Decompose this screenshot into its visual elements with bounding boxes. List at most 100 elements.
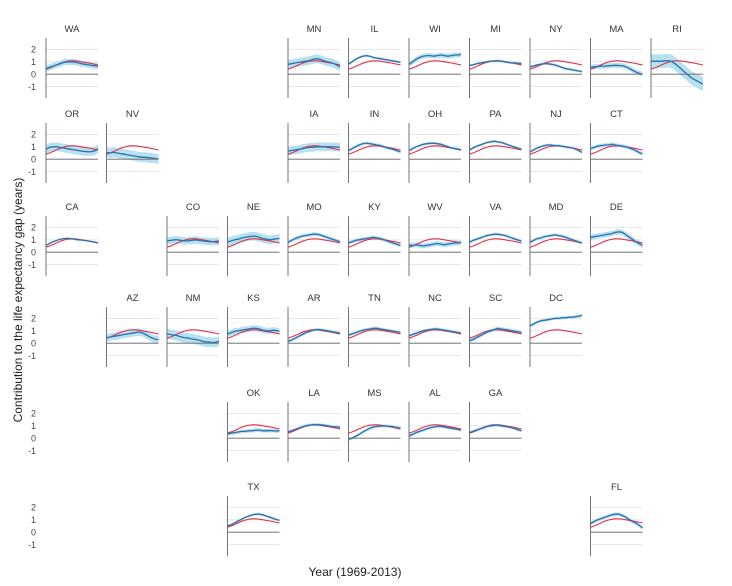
panel-title: IL [371,24,379,35]
reference-line [529,329,583,339]
panel-title: CO [186,202,200,213]
panel-title: MO [306,202,321,213]
panel-md: MD [529,202,583,276]
confidence-band [530,313,582,328]
confidence-band [651,53,703,91]
panel-nm: NM [166,293,220,367]
y-tick-label: 0 [31,247,36,257]
state-line [408,328,462,337]
y-tick-label: -1 [28,446,36,456]
state-line [408,425,462,437]
state-line [106,151,159,160]
state-line [287,423,341,433]
reference-line [45,145,99,155]
state-line [227,513,280,527]
panel-title: IN [370,109,380,120]
confidence-band [590,142,643,156]
y-tick-label: 1 [31,421,36,431]
panel-title: WV [427,202,443,213]
panel-title: MA [609,24,624,35]
state-line [469,60,522,67]
reference-line [227,518,280,528]
panel-tx: TX [227,482,280,556]
panel-tn: TN [348,293,401,367]
state-line [166,239,220,243]
panel-title: MS [367,388,381,399]
reference-line [106,329,159,339]
reference-line [348,145,401,155]
reference-line [408,424,462,434]
reference-line [166,329,220,339]
y-tick-label: 0 [31,338,36,348]
x-axis-label: Year (1969-2013) [309,565,402,579]
panel-ny: NY [529,24,583,98]
state-line [529,144,583,153]
y-tick-label: 0 [31,154,36,164]
panel-title: TN [368,293,381,304]
state-line [469,233,522,243]
panel-title: GA [489,388,503,399]
panel-in: IN [348,109,401,183]
state-line [348,236,401,247]
panel-grid: WA MN IL WI MI NY MA RI OR NV IA IN OH PA NJ CT CA CO NE MO… [28,24,704,556]
panel-co: CO [166,202,220,276]
state-line [227,429,280,435]
panel-dc: DC [529,293,583,367]
state-line [590,143,643,155]
reference-line [590,518,643,528]
panel-title: WA [65,24,81,35]
y-tick-label: 2 [31,130,36,140]
panel-nc: NC [408,293,462,367]
y-tick-label: 0 [31,69,36,79]
state-line [287,328,341,342]
reference-line [287,238,341,248]
panel-ga: GA [469,388,522,462]
reference-line [469,145,522,155]
state-line [227,327,280,335]
reference-line [469,238,522,248]
panel-oh: OH [408,109,462,183]
y-tick-label: -1 [28,540,36,550]
y-tick-label: 2 [31,45,36,55]
y-tick-label: 2 [31,314,36,324]
panel-title: IA [310,109,320,120]
state-line [227,235,280,243]
panel-title: NE [247,202,260,213]
y-tick-label: -1 [28,167,36,177]
panel-ks: KS [227,293,280,367]
reference-line [529,60,583,70]
confidence-band [288,54,340,72]
state-line [408,142,462,152]
state-line [287,58,341,68]
panel-title: DE [610,202,623,213]
panel-title: TX [247,482,260,493]
panel-title: CA [65,202,79,213]
panel-ne: NE [227,202,280,276]
panel-title: OH [428,109,442,120]
y-tick-label: 0 [31,527,36,537]
panel-sc: SC [469,293,522,367]
reference-line [348,329,401,339]
panel-title: DC [549,293,563,304]
y-tick-label: 2 [31,503,36,513]
state-line [529,234,583,244]
reference-line [469,329,522,339]
panel-title: LA [308,388,320,399]
y-tick-label: 2 [31,223,36,233]
panel-la: LA [287,388,341,462]
state-line [409,241,462,247]
panel-ri: RI [650,24,704,98]
y-tick-label: 1 [31,57,36,67]
y-tick-label: 1 [31,235,36,245]
panel-title: MN [307,24,322,35]
panel-wv: WV [408,202,462,276]
panel-title: OK [247,388,261,399]
panel-ia: IA [287,109,341,183]
confidence-band [530,233,582,245]
panel-va: VA [469,202,522,276]
reference-line [408,238,462,248]
confidence-band [530,62,582,73]
reference-line [227,329,280,339]
state-line [469,327,522,342]
